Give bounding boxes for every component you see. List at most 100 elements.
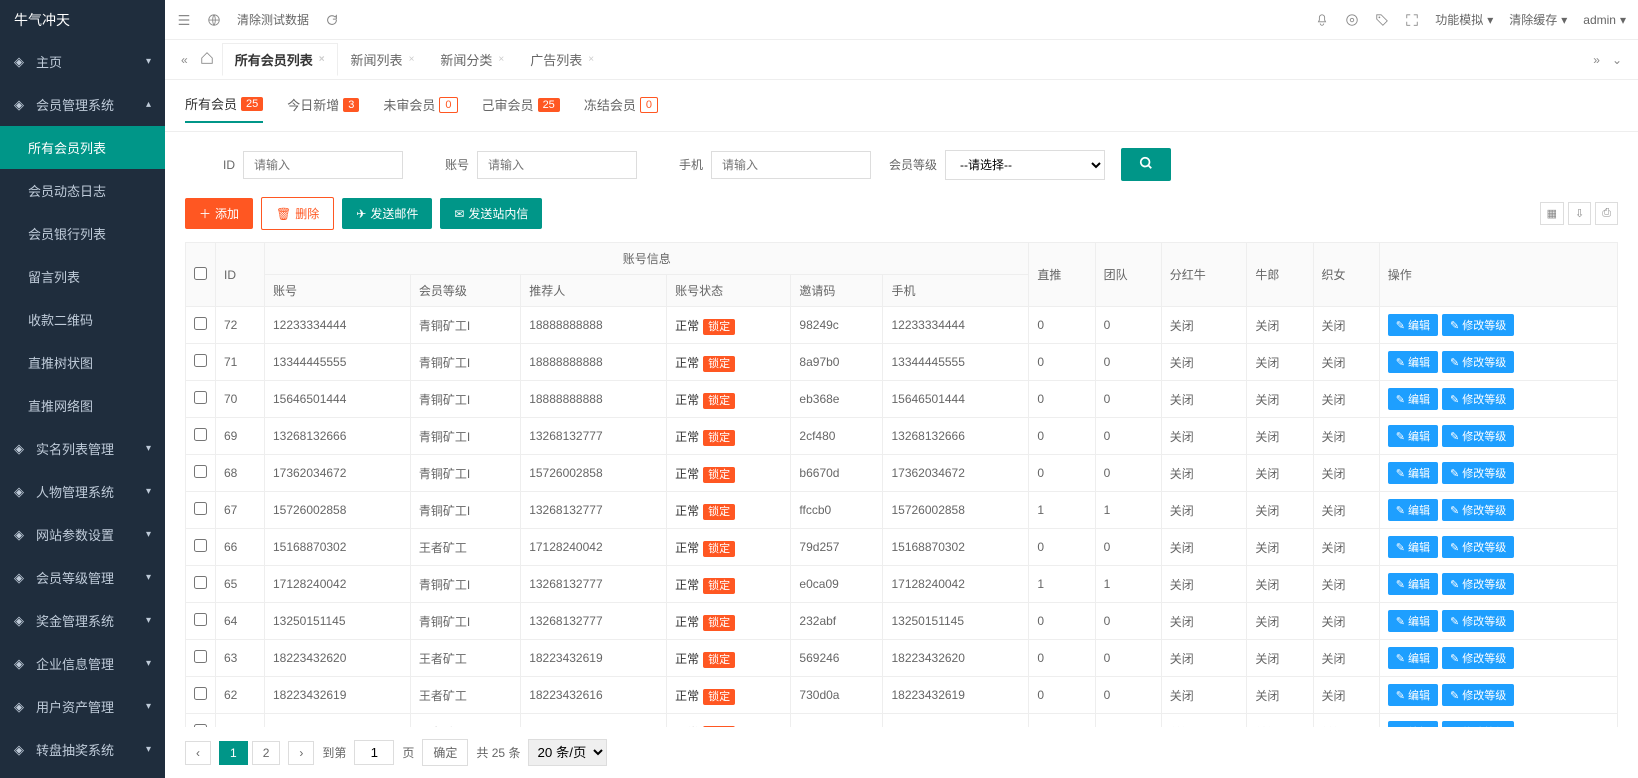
filter-tab[interactable]: 今日新增3 (287, 94, 359, 123)
lock-tag[interactable]: 锁定 (703, 578, 735, 594)
edit-button[interactable]: ✎ 编辑 (1388, 536, 1438, 558)
search-level-select[interactable]: --请选择-- (945, 150, 1105, 180)
page-tab[interactable]: 广告列表× (517, 43, 607, 76)
delete-button[interactable]: 🗑 删除 (261, 197, 334, 230)
lock-tag[interactable]: 锁定 (703, 504, 735, 520)
send-mail-button[interactable]: ✈ 发送邮件 (342, 198, 432, 229)
filter-tab[interactable]: 未审会员0 (383, 94, 457, 123)
fullscreen-icon[interactable] (1405, 13, 1419, 27)
tabs-next-icon[interactable]: » (1589, 49, 1604, 71)
search-account-input[interactable] (477, 151, 637, 179)
row-checkbox[interactable] (194, 687, 207, 700)
modify-level-button[interactable]: ✎ 修改等级 (1442, 610, 1514, 632)
tab-close-icon[interactable]: × (319, 54, 325, 65)
modify-level-button[interactable]: ✎ 修改等级 (1442, 425, 1514, 447)
sidebar-item[interactable]: ◈实名列表管理▾ (0, 427, 165, 470)
sidebar-item[interactable]: ◈网站参数设置▾ (0, 513, 165, 556)
lock-tag[interactable]: 锁定 (703, 430, 735, 446)
row-checkbox[interactable] (194, 354, 207, 367)
sidebar-subitem[interactable]: 留言列表 (0, 255, 165, 298)
sidebar-item[interactable]: ◈奖金管理系统▾ (0, 599, 165, 642)
row-checkbox[interactable] (194, 650, 207, 663)
sidebar-item[interactable]: ◈用户资产管理▾ (0, 685, 165, 728)
edit-button[interactable]: ✎ 编辑 (1388, 499, 1438, 521)
sidebar-subitem[interactable]: 直推网络图 (0, 384, 165, 427)
filter-tab[interactable]: 所有会员25 (185, 94, 263, 123)
page-tab[interactable]: 新闻列表× (338, 43, 428, 76)
columns-tool-icon[interactable]: ▦ (1540, 202, 1564, 225)
edit-button[interactable]: ✎ 编辑 (1388, 388, 1438, 410)
row-checkbox[interactable] (194, 576, 207, 589)
sidebar-item[interactable]: ◈转盘抽奖系统▾ (0, 728, 165, 771)
edit-button[interactable]: ✎ 编辑 (1388, 573, 1438, 595)
sidebar-subitem[interactable]: 所有会员列表 (0, 126, 165, 169)
row-checkbox[interactable] (194, 539, 207, 552)
sidebar-item[interactable]: ◈人物管理系统▾ (0, 470, 165, 513)
page-prev[interactable]: ‹ (185, 741, 211, 765)
search-phone-input[interactable] (711, 151, 871, 179)
print-tool-icon[interactable]: ⎙ (1595, 202, 1618, 225)
row-checkbox[interactable] (194, 428, 207, 441)
support-icon[interactable] (1345, 13, 1359, 27)
search-button[interactable] (1121, 148, 1171, 181)
edit-button[interactable]: ✎ 编辑 (1388, 425, 1438, 447)
tab-close-icon[interactable]: × (588, 54, 594, 65)
modify-level-button[interactable]: ✎ 修改等级 (1442, 684, 1514, 706)
page-next[interactable]: › (288, 741, 314, 765)
tabs-prev-icon[interactable]: « (177, 49, 192, 71)
lock-tag[interactable]: 锁定 (703, 467, 735, 483)
menu-toggle-icon[interactable] (177, 13, 191, 27)
lock-tag[interactable]: 锁定 (703, 652, 735, 668)
modify-level-button[interactable]: ✎ 修改等级 (1442, 462, 1514, 484)
lock-tag[interactable]: 锁定 (703, 541, 735, 557)
modify-level-button[interactable]: ✎ 修改等级 (1442, 314, 1514, 336)
edit-button[interactable]: ✎ 编辑 (1388, 610, 1438, 632)
admin-dropdown[interactable]: admin ▾ (1583, 13, 1626, 27)
bell-icon[interactable] (1315, 13, 1329, 27)
sidebar-subitem[interactable]: 直推树状图 (0, 341, 165, 384)
edit-button[interactable]: ✎ 编辑 (1388, 314, 1438, 336)
tab-close-icon[interactable]: × (409, 54, 415, 65)
search-id-input[interactable] (243, 151, 403, 179)
sidebar-subitem[interactable]: 收款二维码 (0, 298, 165, 341)
row-checkbox[interactable] (194, 317, 207, 330)
row-checkbox[interactable] (194, 502, 207, 515)
sidebar-item[interactable]: ◈主页▾ (0, 40, 165, 83)
sidebar-item[interactable]: ◈会员等级管理▾ (0, 556, 165, 599)
page-number[interactable]: 2 (252, 741, 281, 765)
goto-confirm[interactable]: 确定 (422, 739, 468, 766)
filter-tab[interactable]: 己审会员25 (482, 94, 560, 123)
lock-tag[interactable]: 锁定 (703, 319, 735, 335)
func-sim-dropdown[interactable]: 功能模拟 ▾ (1435, 11, 1493, 28)
edit-button[interactable]: ✎ 编辑 (1388, 647, 1438, 669)
filter-tab[interactable]: 冻结会员0 (584, 94, 658, 123)
edit-button[interactable]: ✎ 编辑 (1388, 351, 1438, 373)
row-checkbox[interactable] (194, 465, 207, 478)
tag-icon[interactable] (1375, 13, 1389, 27)
globe-icon[interactable] (207, 13, 221, 27)
tabs-menu-icon[interactable]: ⌄ (1608, 49, 1626, 71)
tab-close-icon[interactable]: × (498, 54, 504, 65)
export-tool-icon[interactable]: ⇩ (1568, 202, 1591, 225)
row-checkbox[interactable] (194, 613, 207, 626)
lock-tag[interactable]: 锁定 (703, 356, 735, 372)
clear-cache-dropdown[interactable]: 清除缓存 ▾ (1509, 11, 1567, 28)
lock-tag[interactable]: 锁定 (703, 393, 735, 409)
page-tab[interactable]: 新闻分类× (427, 43, 517, 76)
modify-level-button[interactable]: ✎ 修改等级 (1442, 499, 1514, 521)
modify-level-button[interactable]: ✎ 修改等级 (1442, 647, 1514, 669)
send-msg-button[interactable]: ✉ 发送站内信 (440, 198, 542, 229)
per-page-select[interactable]: 20 条/页 (528, 739, 607, 766)
goto-input[interactable] (354, 740, 394, 765)
add-button[interactable]: ＋ 添加 (185, 198, 253, 229)
refresh-icon[interactable] (325, 13, 339, 27)
page-tab[interactable]: 所有会员列表× (222, 43, 338, 76)
sidebar-item[interactable]: ◈游戏资料管理▾ (0, 771, 165, 778)
lock-tag[interactable]: 锁定 (703, 689, 735, 705)
sidebar-subitem[interactable]: 会员银行列表 (0, 212, 165, 255)
edit-button[interactable]: ✎ 编辑 (1388, 684, 1438, 706)
row-checkbox[interactable] (194, 391, 207, 404)
sidebar-subitem[interactable]: 会员动态日志 (0, 169, 165, 212)
sidebar-item[interactable]: ◈会员管理系统▴ (0, 83, 165, 126)
modify-level-button[interactable]: ✎ 修改等级 (1442, 536, 1514, 558)
